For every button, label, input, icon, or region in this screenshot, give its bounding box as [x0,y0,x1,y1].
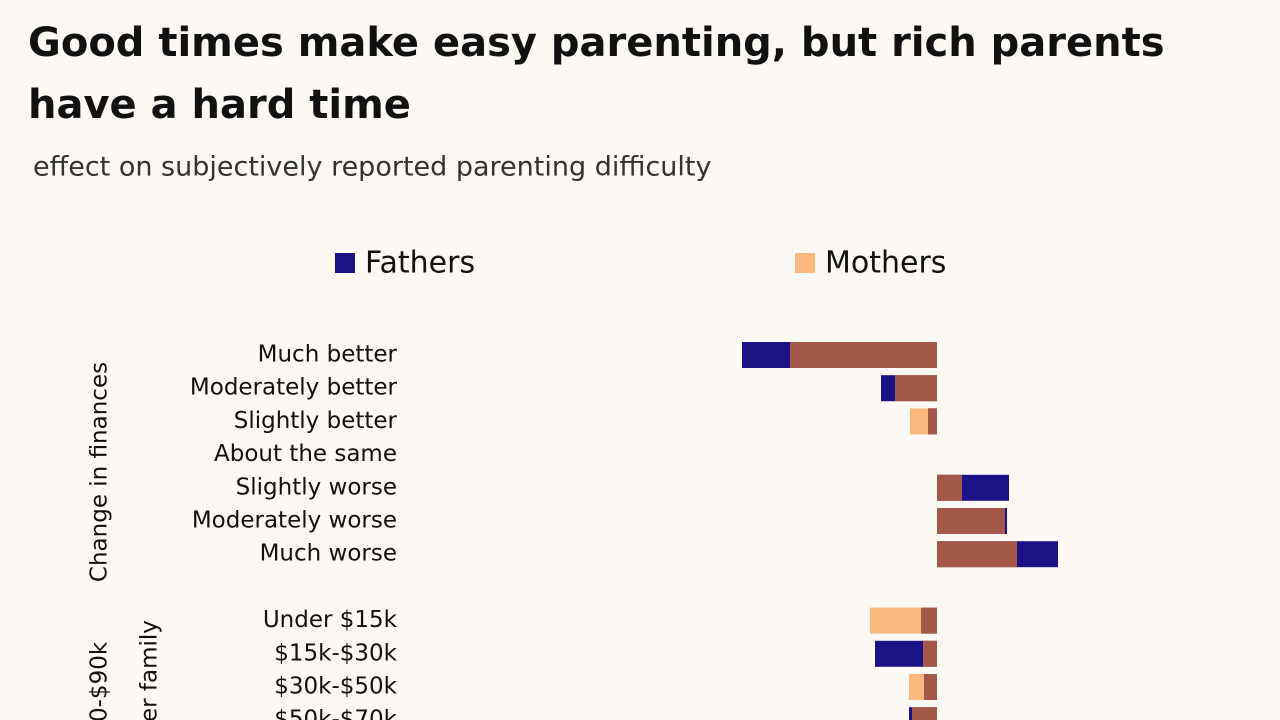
group-label: 0-$90k [87,641,113,720]
y-tick-label: $50k-$70k [274,707,397,720]
y-tick-label: About the same [214,441,397,467]
title-box: Good times make easy parenting, but rich… [28,20,1165,128]
group-label: er family [137,620,163,720]
y-tick-label: Under $15k [263,607,398,633]
y-tick-label: $15k-$30k [274,640,397,666]
bar-overlap [912,707,937,720]
bar-overlap [924,674,937,700]
bar-overlap [790,342,937,368]
y-tick-label: Much better [258,342,398,368]
chart-title: Good times make easy parenting, but rich… [28,20,1165,128]
group-label: Change in finances [87,362,113,582]
y-tick-label: $30k-$50k [274,674,397,700]
y-tick-label: Much worse [260,541,397,567]
bar-overlap [895,375,937,402]
legend-label: Fathers [365,246,475,281]
y-tick-label: Slightly worse [236,474,397,500]
legend-swatch [795,253,815,273]
y-tick-label: Slightly better [234,408,398,434]
y-tick-label: Moderately better [190,375,398,401]
bar-overlap [921,607,937,634]
chart-subtitle: effect on subjectively reported parentin… [33,152,711,183]
bar-overlap [923,640,937,667]
y-tick-label: Moderately worse [192,508,397,534]
legend-label: Mothers [825,246,946,281]
bar-overlap [928,408,937,435]
bar-overlap [937,508,1005,534]
legend-swatch [335,253,355,273]
bar-overlap [937,474,962,501]
bar-overlap [937,541,1017,568]
